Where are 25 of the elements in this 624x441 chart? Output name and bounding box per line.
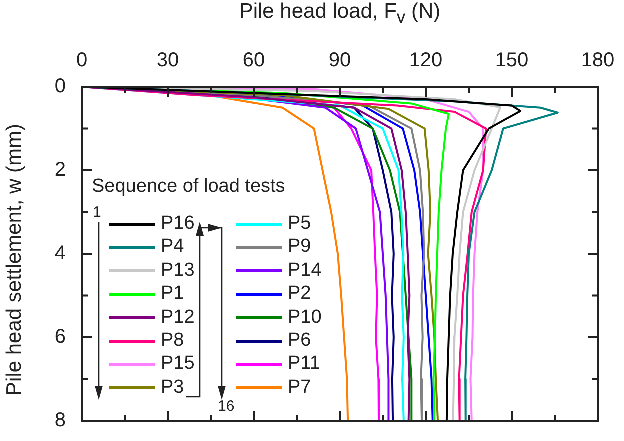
x-tick-label: 180 [581, 50, 615, 72]
y-tick-label: 8 [54, 410, 66, 432]
x-tick-label: 150 [495, 50, 529, 72]
y-tick-label: 6 [54, 326, 66, 348]
legend-label: P10 [288, 306, 322, 329]
annotation: 16 [218, 398, 235, 415]
legend-label: P7 [288, 376, 312, 399]
legend-label: P11 [288, 353, 320, 376]
y-tick-label: 2 [54, 159, 66, 182]
legend-label: P9 [288, 236, 312, 258]
y-axis-title: Pile head settlement, w (mm) [2, 124, 27, 396]
legend-label: P2 [288, 283, 312, 306]
legend-title: Sequence of load tests [92, 176, 286, 198]
x-tick-label: 90 [328, 50, 352, 72]
legend-label: P14 [288, 260, 322, 282]
x-tick-label: 0 [76, 50, 88, 72]
y-tick-label: 0 [54, 76, 66, 98]
x-tick-label: 120 [409, 50, 443, 72]
x-axis-title: Pile head load, F$_{v}$ (N) [238, 0, 442, 28]
annotation: 1 [93, 204, 102, 221]
legend-label: P6 [288, 330, 312, 352]
x-tick-label: 30 [156, 50, 180, 72]
legend-label: P5 [288, 213, 312, 235]
y-tick-label: 4 [54, 242, 66, 265]
x-tick-label: 60 [242, 50, 266, 72]
